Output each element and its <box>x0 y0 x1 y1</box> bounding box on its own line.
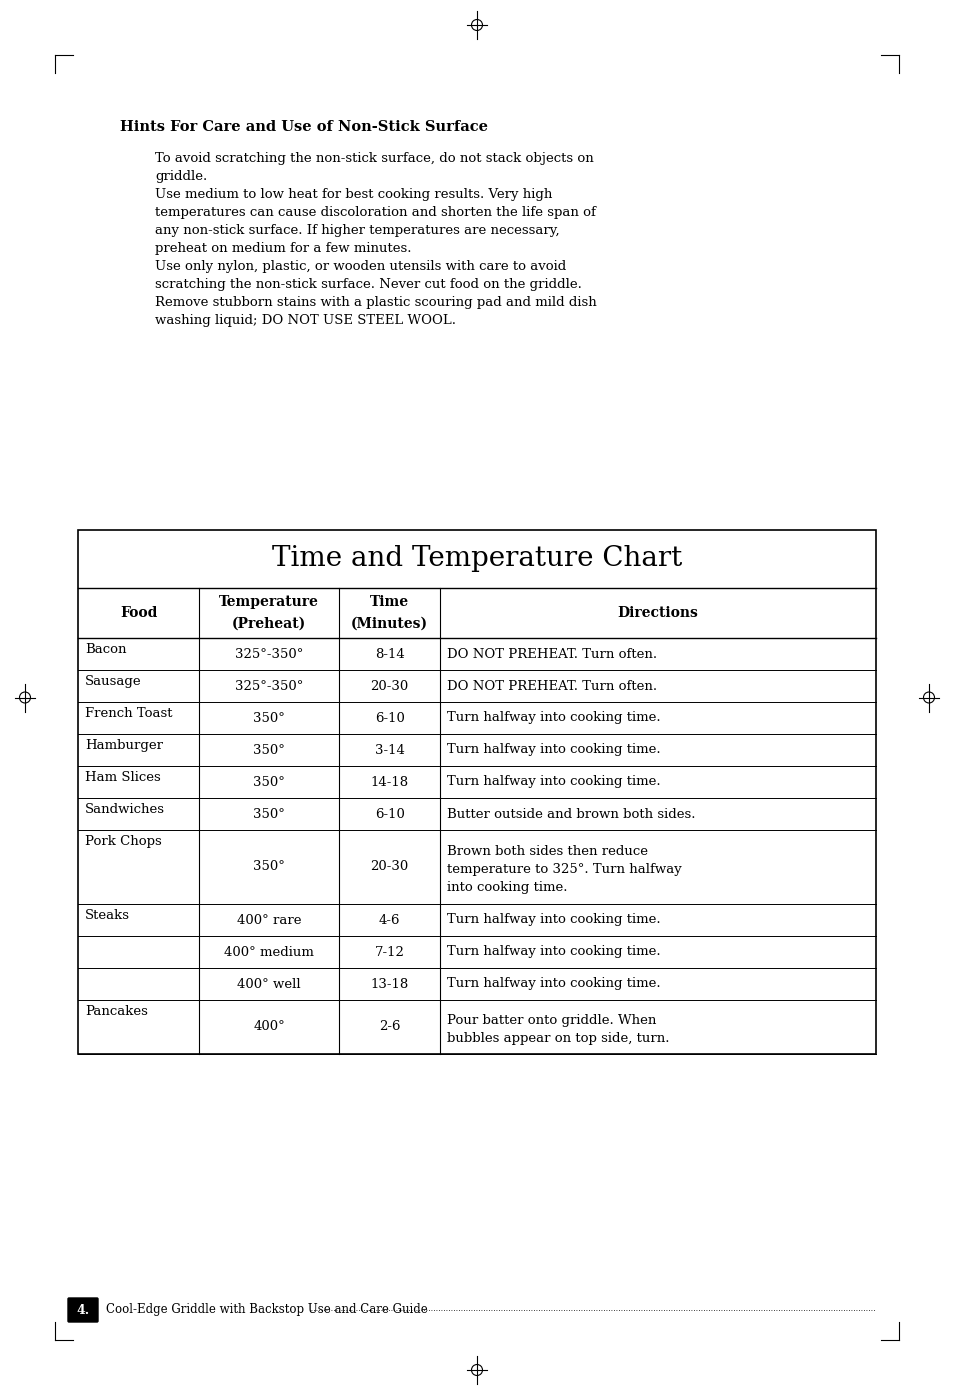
Text: temperatures can cause discoloration and shorten the life span of: temperatures can cause discoloration and… <box>154 206 596 219</box>
Text: Turn halfway into cooking time.: Turn halfway into cooking time. <box>447 914 660 926</box>
Text: Bacon: Bacon <box>85 643 127 656</box>
Text: preheat on medium for a few minutes.: preheat on medium for a few minutes. <box>154 241 411 255</box>
Text: Turn halfway into cooking time.: Turn halfway into cooking time. <box>447 711 660 724</box>
Text: 350°: 350° <box>253 861 285 873</box>
Text: 350°: 350° <box>253 744 285 756</box>
Text: Steaks: Steaks <box>85 910 130 922</box>
Text: Sausage: Sausage <box>85 675 141 688</box>
Text: temperature to 325°. Turn halfway: temperature to 325°. Turn halfway <box>447 864 681 876</box>
Text: 8-14: 8-14 <box>375 647 404 660</box>
Text: Sandwiches: Sandwiches <box>85 804 165 816</box>
Text: Turn halfway into cooking time.: Turn halfway into cooking time. <box>447 776 660 788</box>
Text: 400°: 400° <box>253 1021 285 1034</box>
Text: bubbles appear on top side, turn.: bubbles appear on top side, turn. <box>447 1032 669 1045</box>
Text: 400° well: 400° well <box>237 978 300 990</box>
Text: griddle.: griddle. <box>154 170 207 183</box>
Text: 325°-350°: 325°-350° <box>234 679 303 692</box>
Text: Pour batter onto griddle. When: Pour batter onto griddle. When <box>447 1014 656 1027</box>
Text: 6-10: 6-10 <box>375 808 404 820</box>
Text: Ham Slices: Ham Slices <box>85 771 161 784</box>
Text: washing liquid; DO NOT USE STEEL WOOL.: washing liquid; DO NOT USE STEEL WOOL. <box>154 314 456 326</box>
Text: Use only nylon, plastic, or wooden utensils with care to avoid: Use only nylon, plastic, or wooden utens… <box>154 259 566 273</box>
Text: Hints For Care and Use of Non-Stick Surface: Hints For Care and Use of Non-Stick Surf… <box>120 120 488 134</box>
Text: 3-14: 3-14 <box>375 744 404 756</box>
Text: Butter outside and brown both sides.: Butter outside and brown both sides. <box>447 808 695 820</box>
Text: 4-6: 4-6 <box>378 914 400 926</box>
Text: French Toast: French Toast <box>85 707 172 720</box>
Text: any non-stick surface. If higher temperatures are necessary,: any non-stick surface. If higher tempera… <box>154 225 559 237</box>
Text: To avoid scratching the non-stick surface, do not stack objects on: To avoid scratching the non-stick surfac… <box>154 152 593 165</box>
Text: Turn halfway into cooking time.: Turn halfway into cooking time. <box>447 744 660 756</box>
Text: DO NOT PREHEAT. Turn often.: DO NOT PREHEAT. Turn often. <box>447 679 657 692</box>
Text: 20-30: 20-30 <box>370 679 408 692</box>
Text: 20-30: 20-30 <box>370 861 408 873</box>
Text: Brown both sides then reduce: Brown both sides then reduce <box>447 845 648 858</box>
Text: Temperature: Temperature <box>219 596 318 610</box>
Text: Hamburger: Hamburger <box>85 739 163 752</box>
Text: Turn halfway into cooking time.: Turn halfway into cooking time. <box>447 946 660 958</box>
Text: 7-12: 7-12 <box>375 946 404 958</box>
Bar <box>78 530 875 1055</box>
Text: (Minutes): (Minutes) <box>351 617 428 631</box>
Text: Use medium to low heat for best cooking results. Very high: Use medium to low heat for best cooking … <box>154 188 552 201</box>
Text: Time: Time <box>370 596 409 610</box>
Text: Food: Food <box>120 605 157 619</box>
Text: Directions: Directions <box>617 605 698 619</box>
Text: (Preheat): (Preheat) <box>232 617 306 631</box>
Text: 325°-350°: 325°-350° <box>234 647 303 660</box>
Text: Cool-Edge Griddle with Backstop Use and Care Guide: Cool-Edge Griddle with Backstop Use and … <box>106 1303 427 1317</box>
Text: 350°: 350° <box>253 776 285 788</box>
Text: DO NOT PREHEAT. Turn often.: DO NOT PREHEAT. Turn often. <box>447 647 657 660</box>
Text: 6-10: 6-10 <box>375 711 404 724</box>
Text: Pancakes: Pancakes <box>85 1004 148 1018</box>
Text: 13-18: 13-18 <box>370 978 408 990</box>
Text: Time and Temperature Chart: Time and Temperature Chart <box>272 545 681 572</box>
Text: Turn halfway into cooking time.: Turn halfway into cooking time. <box>447 978 660 990</box>
Text: Remove stubborn stains with a plastic scouring pad and mild dish: Remove stubborn stains with a plastic sc… <box>154 296 597 310</box>
Text: 4.: 4. <box>76 1303 90 1317</box>
Text: 350°: 350° <box>253 711 285 724</box>
Text: 350°: 350° <box>253 808 285 820</box>
Text: scratching the non-stick surface. Never cut food on the griddle.: scratching the non-stick surface. Never … <box>154 278 581 292</box>
FancyBboxPatch shape <box>68 1297 98 1322</box>
Text: 400° medium: 400° medium <box>224 946 314 958</box>
Text: Pork Chops: Pork Chops <box>85 836 162 848</box>
Text: 2-6: 2-6 <box>378 1021 400 1034</box>
Text: into cooking time.: into cooking time. <box>447 882 567 894</box>
Text: 14-18: 14-18 <box>370 776 408 788</box>
Text: 400° rare: 400° rare <box>236 914 301 926</box>
